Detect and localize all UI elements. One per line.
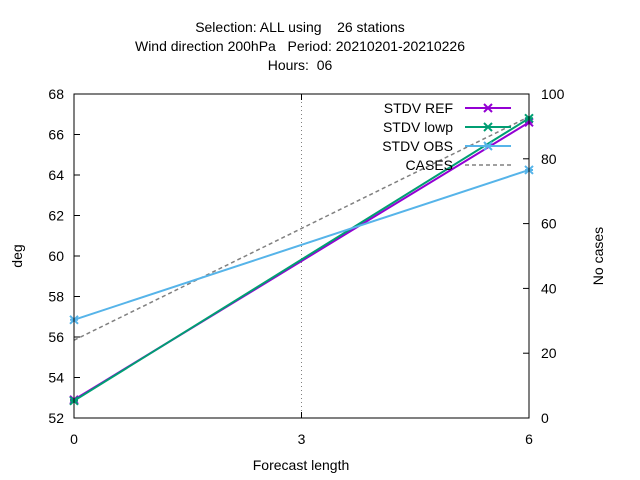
chart-title-line-1: Selection: ALL using 26 stations — [195, 19, 405, 35]
y2-tick-label: 40 — [541, 280, 557, 296]
legend-marker — [483, 141, 493, 151]
y2-tick-label: 0 — [541, 410, 549, 426]
y2-tick-label: 60 — [541, 216, 557, 232]
y-tick-label: 56 — [48, 329, 64, 345]
legend-label: STDV lowp — [383, 119, 453, 135]
legend-item: STDV REF — [384, 100, 511, 116]
series-cases — [73, 116, 530, 341]
y-tick-label: 52 — [48, 410, 64, 426]
y-tick-label: 66 — [48, 127, 64, 143]
chart-title: Selection: ALL using 26 stations Wind di… — [135, 19, 465, 73]
y-tick-label: 68 — [48, 86, 64, 102]
y-tick-label: 54 — [48, 370, 64, 386]
y2-tick-label: 100 — [541, 86, 565, 102]
y-tick-label: 64 — [48, 167, 64, 183]
chart-title-line-2: Wind direction 200hPa Period: 20210201-2… — [135, 38, 465, 54]
series-layer — [69, 113, 534, 406]
series-line — [73, 116, 530, 341]
y2-axis-ticks: 0 20 40 60 80 100 — [523, 86, 565, 426]
legend-item: STDV OBS — [382, 138, 511, 154]
x-tick-label: 6 — [525, 431, 533, 447]
x-axis-label: Forecast length — [253, 457, 350, 473]
series-stdv-obs — [69, 165, 534, 325]
x-tick-label: 3 — [298, 431, 306, 447]
chart-title-line-3: Hours: 06 — [268, 57, 333, 73]
y-axis-ticks: 52 54 56 58 60 62 64 66 68 — [48, 86, 80, 426]
y2-axis-label: No cases — [590, 227, 606, 285]
x-axis-ticks: 0 3 6 — [70, 94, 533, 447]
legend-item: CASES — [406, 157, 511, 173]
legend-marker — [483, 122, 493, 132]
y-tick-label: 60 — [48, 248, 64, 264]
legend-label: STDV REF — [384, 100, 453, 116]
legend-label: STDV OBS — [382, 138, 453, 154]
series-stdv-lowp — [69, 113, 534, 406]
legend-item: STDV lowp — [383, 119, 511, 135]
y-axis-label: deg — [9, 244, 25, 267]
series-line — [73, 117, 530, 402]
series-line — [73, 168, 530, 321]
legend-label: CASES — [406, 157, 453, 173]
y2-tick-label: 80 — [541, 151, 557, 167]
y-tick-label: 58 — [48, 289, 64, 305]
x-tick-label: 0 — [70, 431, 78, 447]
y-tick-label: 62 — [48, 208, 64, 224]
y2-tick-label: 20 — [541, 345, 557, 361]
legend: STDV REF STDV lowp STDV OBS CASES — [382, 100, 511, 173]
legend-marker — [483, 103, 493, 113]
